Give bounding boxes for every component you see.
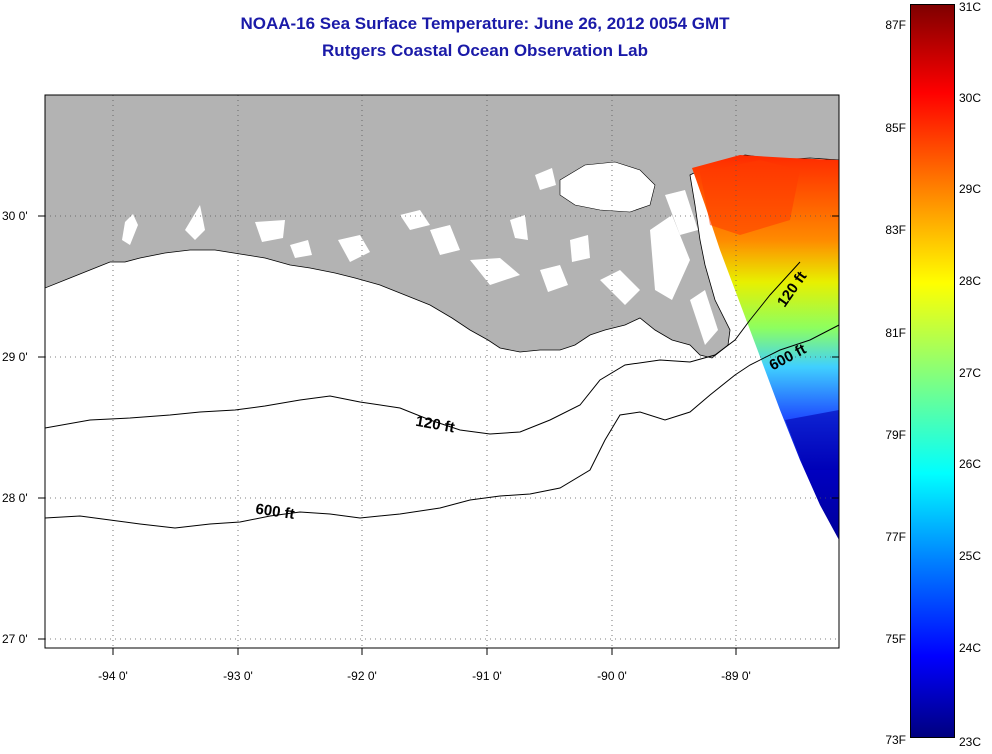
colorbar-f-label: 81F: [885, 326, 906, 340]
lon-tick-label: -93 0': [223, 669, 253, 683]
isobath-120ft: [45, 261, 801, 435]
lon-tick-label: -94 0': [98, 669, 128, 683]
contour-label: 120 ft: [414, 413, 456, 437]
colorbar-c-label: 26C: [959, 457, 982, 471]
colorbar-c-label: 28C: [959, 274, 982, 288]
lake: [600, 270, 640, 305]
grid-lines: [45, 95, 839, 648]
map-title: NOAA-16 Sea Surface Temperature: June 26…: [240, 14, 730, 33]
colorbar-c-label: 31C: [959, 0, 982, 14]
lake: [540, 265, 568, 292]
colorbar-f-label: 83F: [885, 223, 906, 237]
lon-tick-label: -89 0': [721, 669, 751, 683]
colorbar-f-label: 77F: [885, 530, 906, 544]
colorbar-c-label: 27C: [959, 366, 982, 380]
colorbar-f-label: 75F: [885, 632, 906, 646]
contour-label: 600 ft: [254, 501, 295, 523]
lake: [535, 168, 556, 190]
lake-pontchartrain: [559, 161, 656, 213]
axis-ticks: [38, 215, 839, 655]
lake: [510, 215, 528, 240]
temperature-colorbar: [910, 4, 955, 738]
lake: [650, 215, 690, 300]
swath-cool-patch: [785, 410, 839, 470]
lon-tick-label: -90 0': [597, 669, 627, 683]
colorbar-f-label: 73F: [885, 733, 906, 747]
lon-tick-label: -92 0': [347, 669, 377, 683]
colorbar-f-label: 87F: [885, 18, 906, 32]
lat-tick-label: 28 0': [2, 491, 28, 505]
lake: [570, 235, 590, 262]
lake: [122, 214, 138, 245]
colorbar-f-label: 85F: [885, 121, 906, 135]
lake: [255, 220, 285, 242]
colorbar-c-label: 25C: [959, 549, 982, 563]
land-mass: [45, 95, 839, 359]
lake: [290, 240, 312, 258]
lake: [400, 210, 430, 230]
colorbar-c-label: 23C: [959, 735, 982, 749]
lon-tick-label: -91 0': [472, 669, 502, 683]
colorbar-c-label: 24C: [959, 641, 982, 655]
lake: [665, 190, 698, 235]
colorbar-c-label: 30C: [959, 91, 982, 105]
lake: [430, 225, 460, 255]
lake: [470, 258, 520, 285]
map-subtitle: Rutgers Coastal Ocean Observation Lab: [322, 41, 648, 60]
plot-frame: [44, 94, 840, 649]
lake: [185, 205, 205, 240]
colorbar-c-label: 29C: [959, 182, 982, 196]
lat-tick-label: 27 0': [2, 632, 28, 646]
colorbar-f-label: 79F: [885, 428, 906, 442]
lat-tick-label: 30 0': [2, 209, 28, 223]
lake: [690, 290, 718, 345]
lat-tick-label: 29 0': [2, 350, 28, 364]
isobath-600ft: [45, 324, 839, 529]
